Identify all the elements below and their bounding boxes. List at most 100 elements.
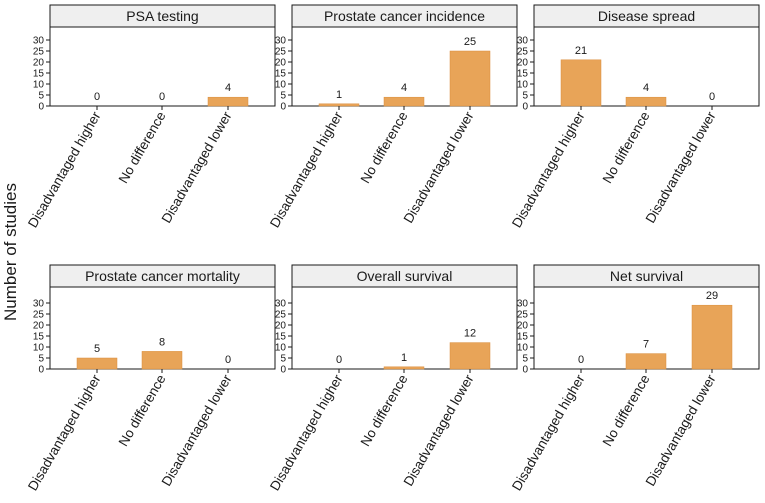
panel-title: Overall survival	[357, 268, 453, 284]
x-category-label: No difference	[116, 372, 169, 449]
x-category-label: No difference	[358, 109, 411, 186]
y-tick-label: 15	[275, 332, 287, 343]
x-category-label: Disadvantaged higher	[25, 372, 104, 494]
panel-title: Prostate cancer mortality	[85, 268, 240, 284]
x-category-label: Disadvantaged higher	[509, 372, 588, 494]
y-tick-label: 0	[280, 365, 286, 376]
x-category-label: No difference	[600, 109, 653, 186]
data-label: 0	[336, 354, 342, 366]
y-tick-label: 0	[38, 102, 44, 113]
x-category-label: Disadvantaged lower	[401, 372, 477, 489]
y-tick-label: 20	[517, 321, 529, 332]
y-tick-label: 20	[33, 58, 45, 69]
panel-4: Prostate cancer mortality0510152025305Di…	[25, 264, 276, 494]
y-tick-label: 30	[33, 299, 45, 310]
y-axis-label: Number of studies	[1, 183, 20, 321]
data-label: 25	[464, 36, 476, 48]
data-label: 4	[401, 82, 407, 94]
y-tick-label: 30	[33, 36, 45, 47]
data-label: 0	[709, 91, 715, 103]
data-label: 21	[575, 45, 587, 57]
y-tick-label: 15	[275, 69, 287, 80]
y-tick-label: 10	[275, 343, 287, 354]
data-label: 8	[159, 336, 165, 348]
x-category-label: No difference	[600, 372, 653, 449]
y-tick-label: 25	[33, 47, 45, 58]
y-tick-label: 15	[517, 332, 529, 343]
x-category-label: Disadvantaged lower	[643, 372, 719, 489]
data-label: 4	[225, 82, 231, 94]
panel-plot-area	[49, 26, 276, 107]
x-category-label: No difference	[116, 109, 169, 186]
x-category-label: Disadvantaged higher	[25, 109, 104, 231]
x-category-label: Disadvantaged higher	[509, 109, 588, 231]
bar	[449, 50, 491, 107]
bar	[625, 96, 667, 107]
y-tick-label: 5	[280, 354, 286, 365]
y-tick-label: 0	[280, 102, 286, 113]
y-tick-label: 20	[275, 321, 287, 332]
y-tick-label: 25	[275, 310, 287, 321]
data-label: 29	[706, 290, 718, 302]
x-category-label: Disadvantaged higher	[267, 372, 346, 494]
y-tick-label: 10	[275, 80, 287, 91]
x-category-label: Disadvantaged lower	[159, 109, 235, 226]
y-tick-label: 20	[33, 321, 45, 332]
y-tick-label: 0	[522, 102, 528, 113]
y-tick-label: 25	[517, 47, 529, 58]
data-label: 0	[94, 91, 100, 103]
y-tick-label: 20	[517, 58, 529, 69]
data-label: 12	[464, 328, 476, 340]
x-category-label: Disadvantaged lower	[643, 109, 719, 226]
y-tick-label: 25	[33, 310, 45, 321]
bar	[141, 351, 183, 370]
x-category-label: Disadvantaged higher	[267, 109, 346, 231]
data-label: 0	[578, 354, 584, 366]
y-tick-label: 30	[275, 36, 287, 47]
y-tick-label: 15	[33, 332, 45, 343]
y-tick-label: 10	[517, 80, 529, 91]
y-tick-label: 5	[280, 91, 286, 102]
y-tick-label: 20	[275, 58, 287, 69]
bar	[383, 366, 425, 370]
y-tick-label: 5	[522, 354, 528, 365]
y-tick-label: 0	[38, 365, 44, 376]
y-tick-label: 15	[517, 69, 529, 80]
bar	[76, 357, 118, 370]
bar	[318, 103, 360, 107]
y-tick-label: 10	[517, 343, 529, 354]
data-label: 0	[225, 354, 231, 366]
y-tick-label: 30	[275, 299, 287, 310]
y-tick-label: 30	[517, 36, 529, 47]
data-label: 5	[94, 343, 100, 355]
y-tick-label: 5	[38, 91, 44, 102]
y-tick-label: 25	[275, 47, 287, 58]
x-category-label: Disadvantaged lower	[159, 372, 235, 489]
bar	[691, 304, 733, 370]
panel-5: Overall survival0510152025300Disadvantag…	[267, 264, 518, 494]
data-label: 4	[643, 82, 649, 94]
x-category-label: No difference	[358, 372, 411, 449]
y-tick-label: 5	[38, 354, 44, 365]
bar	[560, 59, 602, 107]
y-tick-label: 25	[517, 310, 529, 321]
panel-title: Disease spread	[598, 8, 695, 24]
bar	[449, 342, 491, 370]
y-tick-label: 10	[33, 343, 45, 354]
panel-title: Prostate cancer incidence	[324, 8, 485, 24]
data-label: 1	[336, 89, 342, 101]
data-label: 7	[643, 339, 649, 351]
y-tick-label: 0	[522, 365, 528, 376]
panel-3: Disease spread05101520253021Disadvantage…	[509, 4, 760, 231]
y-tick-label: 30	[517, 299, 529, 310]
panel-title: PSA testing	[126, 8, 198, 24]
panel-2: Prostate cancer incidence0510152025301Di…	[267, 4, 518, 231]
y-tick-label: 15	[33, 69, 45, 80]
panel-title: Net survival	[610, 268, 683, 284]
x-category-label: Disadvantaged lower	[401, 109, 477, 226]
data-label: 0	[159, 91, 165, 103]
